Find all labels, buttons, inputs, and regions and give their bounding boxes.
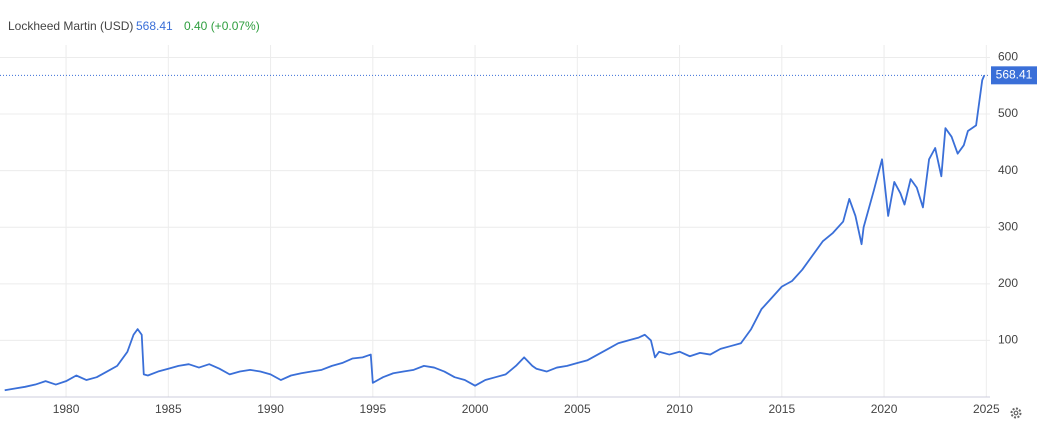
x-tick-label: 1980 — [53, 402, 80, 416]
y-tick-label: 200 — [998, 276, 1018, 290]
x-tick-label: 2000 — [462, 402, 489, 416]
x-tick-label: 2015 — [768, 402, 795, 416]
last-price: 568.41 — [136, 19, 173, 33]
x-tick-label: 1990 — [257, 402, 284, 416]
x-tick-label: 1985 — [155, 402, 182, 416]
y-tick-label: 100 — [998, 333, 1018, 347]
x-tick-label: 2005 — [564, 402, 591, 416]
y-tick-label: 300 — [998, 219, 1018, 233]
settings-icon[interactable] — [1010, 407, 1022, 419]
last-price-label: 568.41 — [996, 67, 1033, 81]
last-price-box — [991, 66, 1037, 85]
x-tick-label: 1995 — [359, 402, 386, 416]
y-tick-label: 600 — [998, 50, 1018, 64]
x-tick-label: 2025 — [973, 402, 1000, 416]
y-tick-label: 500 — [998, 106, 1018, 120]
y-tick-label: 400 — [998, 163, 1018, 177]
x-tick-label: 2010 — [666, 402, 693, 416]
x-tick-label: 2020 — [871, 402, 898, 416]
chart-title: Lockheed Martin (USD) — [8, 19, 133, 33]
price-change: 0.40 (+0.07%) — [184, 19, 260, 33]
price-line — [4, 74, 986, 392]
